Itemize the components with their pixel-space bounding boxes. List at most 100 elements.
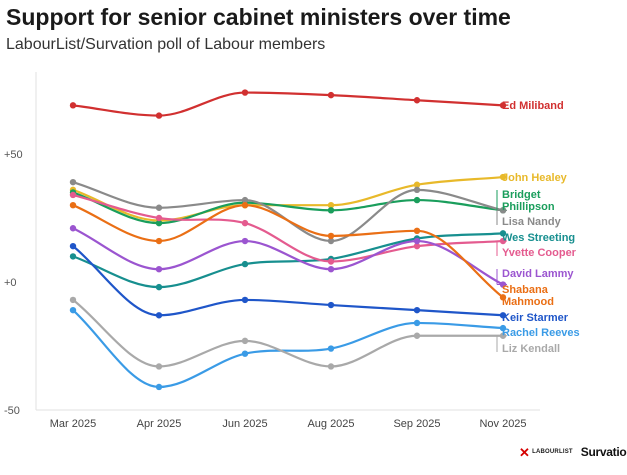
data-point-liz-kendall <box>413 332 421 339</box>
data-point-yvette-cooper <box>241 219 249 227</box>
data-point-yvette-cooper <box>155 214 163 222</box>
data-point-liz-kendall <box>155 363 163 370</box>
data-point-rachel-reeves <box>327 345 335 352</box>
data-point-bridget-phillipson <box>413 196 421 204</box>
series-line-rachel-reeves <box>71 309 505 389</box>
data-point-lisa-nandy <box>413 186 421 194</box>
series-label-shabana-mahmood: Mahmood <box>502 296 554 308</box>
data-point-lisa-nandy <box>327 237 335 245</box>
data-point-yvette-cooper <box>69 191 77 199</box>
data-point-john-healey <box>327 202 335 209</box>
data-point-rachel-reeves <box>69 306 77 314</box>
data-point-david-lammy <box>327 266 335 273</box>
labourlist-logo: ✕ LABOURLIST <box>519 446 573 459</box>
labourlist-logo-text: LABOURLIST <box>532 449 573 455</box>
series-label-bridget-phillipson: Bridget <box>502 189 541 201</box>
y-tick-label: +0 <box>4 277 17 289</box>
x-tick-label: Mar 2025 <box>50 418 96 430</box>
series-label-wes-streeting: Wes Streeting <box>502 232 575 244</box>
data-point-ed-miliband <box>155 112 163 119</box>
data-point-rachel-reeves <box>499 324 507 332</box>
data-point-rachel-reeves <box>413 319 421 327</box>
x-tick-label: Nov 2025 <box>479 418 526 430</box>
data-point-shabana-mahmood <box>155 237 163 245</box>
data-point-liz-kendall <box>327 363 335 370</box>
series-label-keir-starmer: Keir Starmer <box>502 312 569 324</box>
data-point-david-lammy <box>241 237 249 245</box>
labourlist-mark-icon: ✕ <box>519 444 531 460</box>
series-line-david-lammy <box>71 227 505 286</box>
data-point-ed-miliband <box>69 102 77 109</box>
series-label-liz-kendall: Liz Kendall <box>502 343 560 355</box>
chart-subtitle: LabourList/Survation poll of Labour memb… <box>6 36 326 53</box>
data-point-wes-streeting <box>69 253 77 260</box>
label-connector-david-lammy <box>496 269 507 286</box>
series-label-shabana-mahmood: Shabana <box>502 284 549 296</box>
series-line-liz-kendall <box>71 298 505 368</box>
data-point-keir-starmer <box>155 312 163 319</box>
data-point-ed-miliband <box>499 102 507 109</box>
data-point-shabana-mahmood <box>499 294 507 301</box>
y-tick-label: -50 <box>4 405 20 417</box>
data-point-david-lammy <box>155 266 163 273</box>
x-tick-label: Apr 2025 <box>137 418 182 430</box>
data-point-lisa-nandy <box>69 178 77 186</box>
series-line-keir-starmer <box>71 245 505 317</box>
data-point-shabana-mahmood <box>69 202 77 209</box>
series-line-shabana-mahmood <box>71 204 505 299</box>
series-label-david-lammy: David Lammy <box>502 268 574 280</box>
x-tick-label: Aug 2025 <box>307 418 354 430</box>
label-connector-liz-kendall <box>496 335 507 352</box>
data-point-keir-starmer <box>69 242 77 250</box>
data-point-wes-streeting <box>155 283 163 291</box>
data-point-keir-starmer <box>327 301 335 309</box>
data-point-keir-starmer <box>241 296 249 304</box>
series-line-yvette-cooper <box>71 193 505 263</box>
series-line-john-healey <box>71 175 505 222</box>
data-point-bridget-phillipson <box>155 219 163 227</box>
data-point-shabana-mahmood <box>327 232 335 240</box>
data-point-shabana-mahmood <box>241 202 249 209</box>
data-point-rachel-reeves <box>155 383 163 391</box>
data-point-john-healey <box>499 173 507 181</box>
chart-series-lines <box>71 91 505 389</box>
x-tick-label: Jun 2025 <box>222 418 267 430</box>
data-point-lisa-nandy <box>155 204 163 211</box>
series-label-lisa-nandy: Lisa Nandy <box>502 216 562 228</box>
survation-logo: Survation. <box>580 445 627 459</box>
data-point-john-healey <box>413 181 421 188</box>
chart-title: Support for senior cabinet ministers ove… <box>6 4 511 30</box>
data-point-keir-starmer <box>499 312 507 319</box>
x-tick-label: Sep 2025 <box>393 418 440 430</box>
series-label-ed-miliband: Ed Miliband <box>502 100 564 112</box>
data-point-wes-streeting <box>499 230 507 237</box>
series-label-john-healey: John Healey <box>502 172 568 184</box>
label-connector-yvette-cooper <box>496 240 507 256</box>
series-line-lisa-nandy <box>71 181 505 243</box>
data-point-ed-miliband <box>327 91 335 99</box>
series-line-wes-streeting <box>71 232 505 289</box>
label-connector-lisa-nandy <box>496 209 507 225</box>
publisher-logos: ✕ LABOURLIST Survation. <box>519 443 627 461</box>
data-point-shabana-mahmood <box>413 227 421 234</box>
chart-axes: +50 +0 -50 Mar 2025 Apr 2025 Jun 2025 Aug 2025… <box>4 72 540 430</box>
data-point-rachel-reeves <box>241 350 249 357</box>
data-point-wes-streeting <box>241 260 249 268</box>
data-point-ed-miliband <box>241 89 249 96</box>
data-point-david-lammy <box>69 225 77 232</box>
data-point-keir-starmer <box>413 306 421 314</box>
data-point-lisa-nandy <box>241 196 249 204</box>
series-line-ed-miliband <box>71 91 505 117</box>
data-point-yvette-cooper <box>327 258 335 265</box>
data-point-yvette-cooper <box>413 242 421 250</box>
data-point-david-lammy <box>413 237 421 245</box>
series-label-yvette-cooper: Yvette Cooper <box>502 247 577 259</box>
data-point-liz-kendall <box>241 337 249 345</box>
series-line-bridget-phillipson <box>71 191 505 225</box>
data-point-bridget-phillipson <box>327 207 335 214</box>
data-point-liz-kendall <box>69 296 77 304</box>
y-tick-label: +50 <box>4 149 23 161</box>
data-point-ed-miliband <box>413 97 421 104</box>
